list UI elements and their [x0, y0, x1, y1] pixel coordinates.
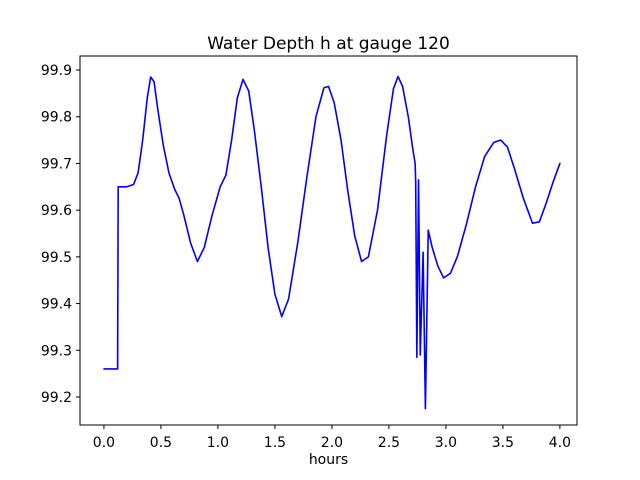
- y-tick-label: 99.2: [41, 390, 72, 406]
- x-tick-label: 2.5: [378, 435, 400, 451]
- x-tick-label: 4.0: [549, 435, 571, 451]
- y-tick-label: 99.6: [41, 203, 72, 219]
- axes-frame: [79, 55, 578, 426]
- chart-title: Water Depth h at gauge 120: [207, 34, 450, 54]
- x-tick-label: 3.0: [435, 435, 457, 451]
- y-tick-label: 99.9: [41, 63, 72, 79]
- y-tick-label: 99.7: [41, 156, 72, 172]
- x-tick-label: 0.5: [150, 435, 172, 451]
- x-axis-label: hours: [308, 452, 349, 468]
- y-tick-label: 99.4: [41, 297, 72, 313]
- x-tick-label: 2.0: [321, 435, 343, 451]
- y-tick-label: 99.5: [41, 250, 72, 266]
- x-tick-label: 0.0: [93, 435, 115, 451]
- depth-line: [103, 75, 561, 410]
- y-tick-label: 99.3: [41, 343, 72, 359]
- x-tick-label: 3.5: [492, 435, 514, 451]
- x-tick-label: 1.5: [264, 435, 286, 451]
- x-tick-label: 1.0: [207, 435, 229, 451]
- y-tick-label: 99.8: [41, 110, 72, 126]
